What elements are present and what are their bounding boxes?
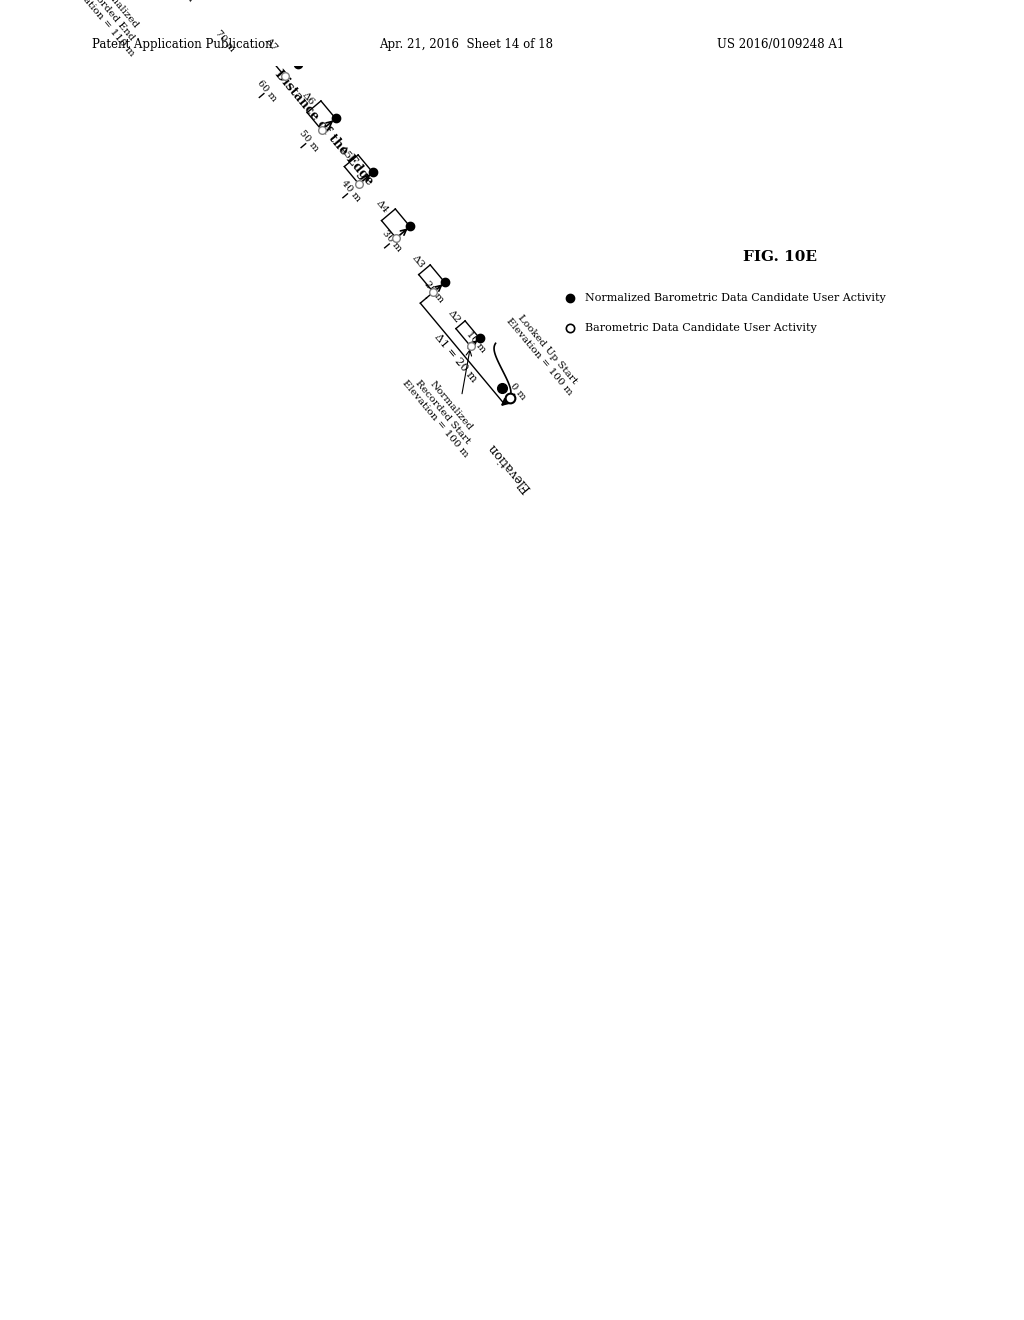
Text: Patent Application Publication: Patent Application Publication bbox=[92, 37, 272, 50]
Text: Normalized
Recorded Start
Elevation = 100 m: Normalized Recorded Start Elevation = 10… bbox=[400, 366, 486, 459]
Text: 30 m: 30 m bbox=[381, 228, 403, 253]
Text: Δ5: Δ5 bbox=[337, 145, 353, 161]
Text: Δ7: Δ7 bbox=[262, 37, 279, 54]
Text: 50 m: 50 m bbox=[297, 129, 321, 153]
Text: 60 m: 60 m bbox=[256, 79, 279, 103]
Text: Normalized Barometric Data Candidate User Activity: Normalized Barometric Data Candidate Use… bbox=[585, 293, 886, 302]
Text: 70 m: 70 m bbox=[214, 29, 237, 53]
Text: Barometric Data Candidate User Activity: Barometric Data Candidate User Activity bbox=[585, 323, 817, 333]
Text: Looked Up Start
Elevation = 100 m: Looked Up Start Elevation = 100 m bbox=[504, 310, 582, 397]
Text: Δ4: Δ4 bbox=[374, 199, 390, 215]
Text: 80 m: 80 m bbox=[172, 0, 195, 3]
Text: 20 m: 20 m bbox=[423, 279, 445, 304]
Text: FIG. 10E: FIG. 10E bbox=[743, 251, 817, 264]
Text: 40 m: 40 m bbox=[339, 178, 361, 203]
Text: US 2016/0109248 A1: US 2016/0109248 A1 bbox=[717, 37, 844, 50]
Text: 10 m: 10 m bbox=[465, 329, 487, 354]
Text: Elevation: Elevation bbox=[484, 441, 534, 495]
Text: Δ1 = 20 m: Δ1 = 20 m bbox=[433, 333, 479, 384]
Text: Distance of the Edge: Distance of the Edge bbox=[272, 69, 376, 189]
Text: Δ2: Δ2 bbox=[446, 309, 462, 326]
Text: Normalized
Recorded End
Elevation = 110 m: Normalized Recorded End Elevation = 110 … bbox=[67, 0, 152, 58]
Text: Δ6: Δ6 bbox=[300, 91, 315, 107]
Text: Δ3: Δ3 bbox=[411, 253, 426, 271]
Text: 0 m: 0 m bbox=[508, 381, 527, 401]
Text: Apr. 21, 2016  Sheet 14 of 18: Apr. 21, 2016 Sheet 14 of 18 bbox=[379, 37, 553, 50]
